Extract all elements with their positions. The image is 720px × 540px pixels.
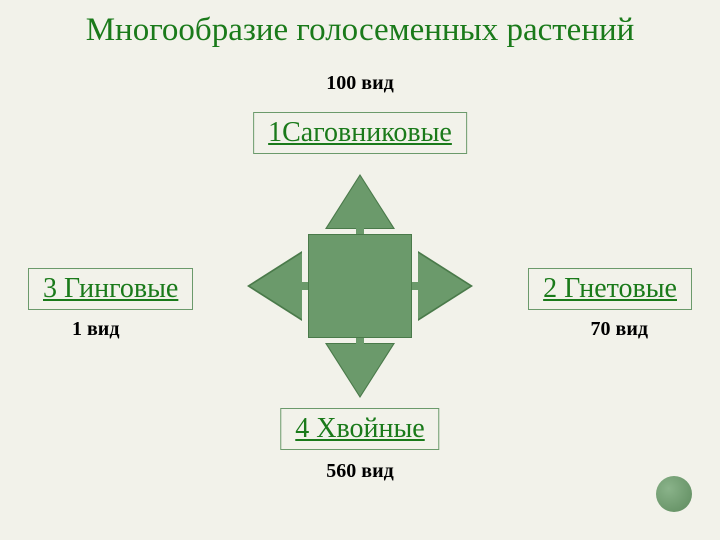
top-sublabel: 100 вид (0, 72, 720, 95)
arrow-left-icon (250, 253, 302, 319)
bottom-sublabel: 560 вид (0, 460, 720, 483)
arrow-up-icon (327, 176, 393, 228)
arrow-right-icon (418, 253, 470, 319)
decor-circle-icon (656, 476, 692, 512)
arrow-down-icon (327, 344, 393, 396)
node-left-box: 3 Гинговые (28, 268, 193, 310)
slide-title: Многообразие голосеменных растений (0, 12, 720, 49)
node-bottom-label: 4 Хвойные (295, 413, 424, 444)
node-right-box: 2 Гнетовые (528, 268, 692, 310)
center-square (308, 234, 412, 338)
node-top-box: 1Саговниковые (253, 112, 467, 154)
node-bottom-box: 4 Хвойные (280, 408, 439, 450)
node-right-label: 2 Гнетовые (543, 273, 677, 304)
node-left-label: 3 Гинговые (43, 273, 178, 304)
right-sublabel: 70 вид (591, 318, 648, 341)
left-sublabel: 1 вид (72, 318, 119, 341)
node-top-label: 1Саговниковые (268, 117, 452, 148)
